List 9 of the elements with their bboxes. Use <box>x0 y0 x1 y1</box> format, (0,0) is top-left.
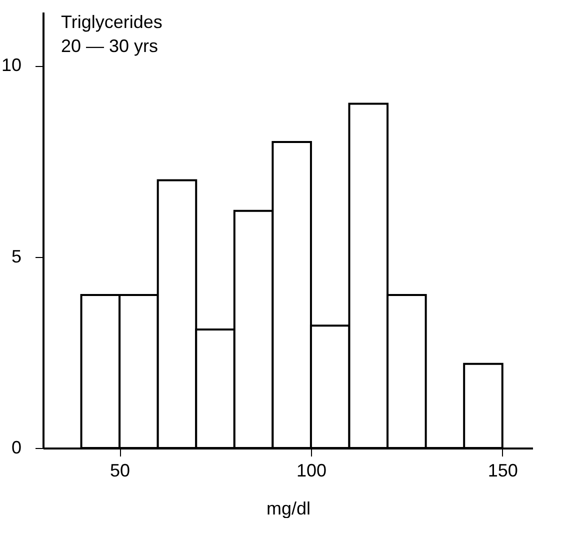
y-tick-label: 10 <box>1 55 22 76</box>
chart-title: Triglycerides <box>61 12 162 32</box>
x-tick-label: 50 <box>110 460 130 480</box>
y-tick-label: 5 <box>11 246 22 266</box>
x-axis-title: mg/dl <box>266 498 311 518</box>
text: 20 — 30 yrs <box>61 36 158 56</box>
y-tick-label: 0 <box>11 438 22 458</box>
x-tick-label: 100 <box>296 460 326 480</box>
x-tick-label: 150 <box>488 460 518 480</box>
